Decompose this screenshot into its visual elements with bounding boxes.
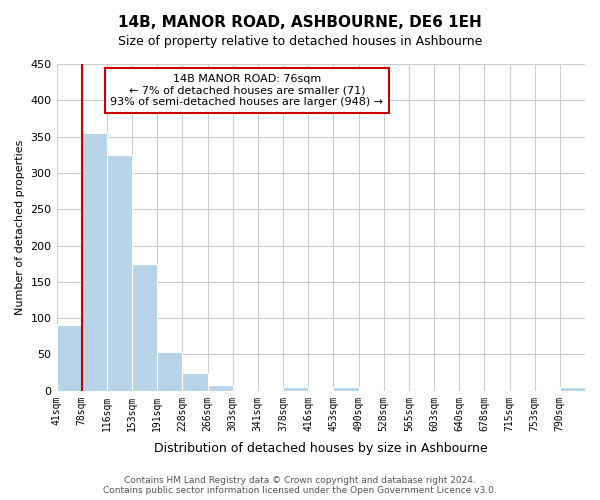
Bar [132,264,157,391]
Text: Contains HM Land Registry data © Crown copyright and database right 2024.
Contai: Contains HM Land Registry data © Crown c… [103,476,497,495]
Text: 14B, MANOR ROAD, ASHBOURNE, DE6 1EH: 14B, MANOR ROAD, ASHBOURNE, DE6 1EH [118,15,482,30]
Bar [208,385,233,391]
Text: 14B MANOR ROAD: 76sqm
← 7% of detached houses are smaller (71)
93% of semi-detac: 14B MANOR ROAD: 76sqm ← 7% of detached h… [110,74,383,107]
Bar [182,372,208,391]
Text: Size of property relative to detached houses in Ashbourne: Size of property relative to detached ho… [118,35,482,48]
X-axis label: Distribution of detached houses by size in Ashbourne: Distribution of detached houses by size … [154,442,488,455]
Y-axis label: Number of detached properties: Number of detached properties [15,140,25,315]
Bar [283,387,308,391]
Bar [107,155,132,391]
Bar [56,324,82,391]
Bar [157,352,182,391]
Bar [334,387,359,391]
Bar [560,387,585,391]
Bar [82,133,107,391]
